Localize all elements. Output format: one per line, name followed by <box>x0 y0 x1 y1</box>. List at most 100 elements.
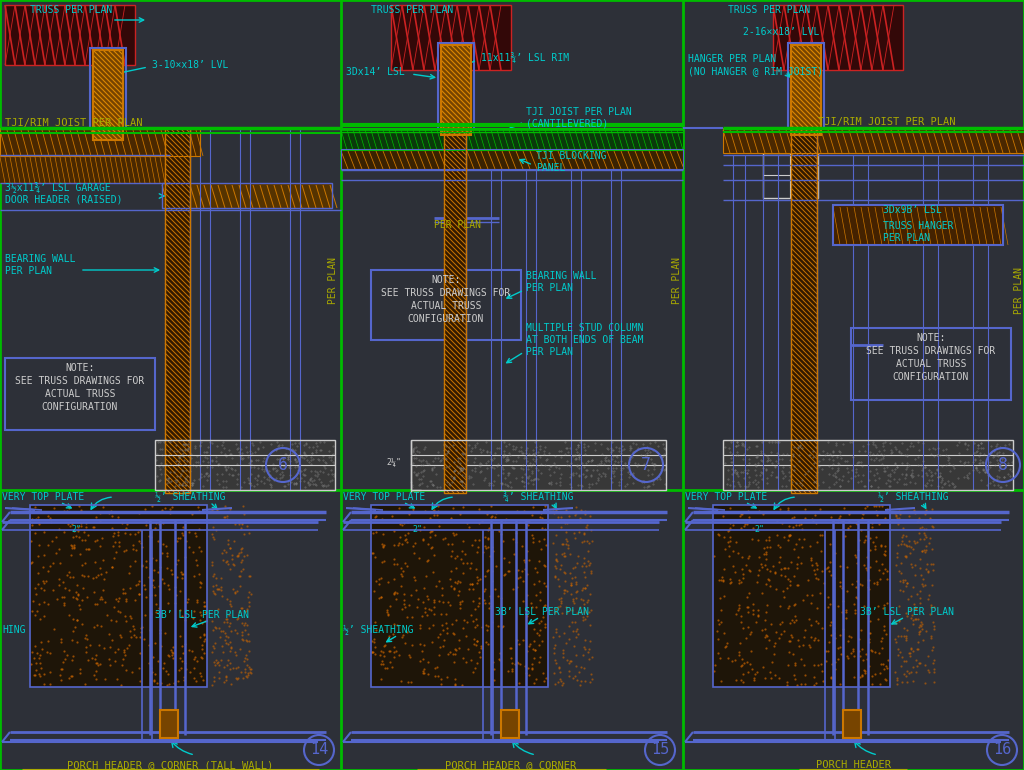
Bar <box>441 45 471 135</box>
Text: 2": 2" <box>71 525 81 534</box>
Bar <box>93 50 123 140</box>
Bar <box>5 358 155 430</box>
Bar <box>155 440 335 490</box>
Bar <box>843 710 861 738</box>
Text: ACTUAL TRUSS: ACTUAL TRUSS <box>896 359 967 369</box>
Bar <box>791 128 817 493</box>
Text: ½’ SHEATHING: ½’ SHEATHING <box>343 625 414 635</box>
Text: 3-10×x18’ LVL: 3-10×x18’ LVL <box>152 60 228 70</box>
Bar <box>773 5 903 70</box>
Text: PER PLAN: PER PLAN <box>328 256 338 303</box>
Text: SEE TRUSS DRAWINGS FOR: SEE TRUSS DRAWINGS FOR <box>15 376 144 386</box>
Bar <box>30 505 207 687</box>
Bar <box>341 128 683 150</box>
Bar <box>791 128 817 493</box>
Text: ACTUAL TRUSS: ACTUAL TRUSS <box>45 389 116 399</box>
Bar <box>155 440 335 490</box>
Bar <box>713 505 890 687</box>
Bar <box>0 128 200 156</box>
Bar <box>441 45 471 135</box>
Text: VERY TOP PLATE: VERY TOP PLATE <box>685 492 767 502</box>
Bar <box>501 710 519 738</box>
Text: SEE TRUSS DRAWINGS FOR: SEE TRUSS DRAWINGS FOR <box>866 346 995 356</box>
Bar <box>371 270 521 340</box>
Bar <box>162 183 332 208</box>
Bar <box>0 155 170 183</box>
Bar <box>5 5 135 65</box>
Bar <box>30 505 207 687</box>
Bar <box>723 128 1024 153</box>
Bar <box>165 128 190 493</box>
Text: 3B’ LSL PER PLAN: 3B’ LSL PER PLAN <box>155 610 249 620</box>
Bar <box>160 710 178 738</box>
Bar <box>411 440 666 490</box>
Text: TJI BLOCKING
PANEL: TJI BLOCKING PANEL <box>536 151 606 172</box>
Bar <box>341 128 683 150</box>
Text: 3B’ LSL PER PLAN: 3B’ LSL PER PLAN <box>860 607 954 617</box>
Text: MULTIPLE STUD COLUMN
AT BOTH ENDS OF BEAM
PER PLAN: MULTIPLE STUD COLUMN AT BOTH ENDS OF BEA… <box>526 323 643 357</box>
Text: PER PLAN: PER PLAN <box>434 220 481 230</box>
Text: NOTE:: NOTE: <box>431 275 461 285</box>
Text: TRUSS PER PLAN: TRUSS PER PLAN <box>371 5 454 15</box>
Text: BEARING WALL
PER PLAN: BEARING WALL PER PLAN <box>526 271 597 293</box>
Bar <box>763 153 818 198</box>
Text: 7: 7 <box>641 456 651 474</box>
Text: TRUSS PER PLAN: TRUSS PER PLAN <box>30 5 113 15</box>
Bar <box>438 43 474 138</box>
Text: 2¼": 2¼" <box>386 457 401 467</box>
Text: 14: 14 <box>310 742 328 758</box>
Bar <box>723 128 1024 153</box>
Text: HING: HING <box>2 625 26 635</box>
Bar <box>5 5 135 65</box>
Text: 3½x11¾’ LSL GARAGE
DOOR HEADER (RAISED): 3½x11¾’ LSL GARAGE DOOR HEADER (RAISED) <box>5 182 123 204</box>
Text: NOTE:: NOTE: <box>916 333 946 343</box>
Text: TJI JOIST PER PLAN
(CANTILEVERED): TJI JOIST PER PLAN (CANTILEVERED) <box>526 107 632 129</box>
Bar <box>391 5 511 70</box>
Text: CONFIGURATION: CONFIGURATION <box>893 372 969 382</box>
Bar <box>851 328 1011 400</box>
Text: 15: 15 <box>651 742 669 758</box>
Text: 3B’ LSL PER PLAN: 3B’ LSL PER PLAN <box>495 607 589 617</box>
Text: BEARING WALL
PER PLAN: BEARING WALL PER PLAN <box>5 254 76 276</box>
Bar <box>391 5 511 70</box>
Text: CONFIGURATION: CONFIGURATION <box>408 314 484 324</box>
Bar <box>791 45 821 135</box>
Bar <box>341 149 683 169</box>
Bar <box>444 128 466 493</box>
Text: 3Dx9B’ LSL: 3Dx9B’ LSL <box>883 205 942 215</box>
Text: ½’ SHEATHING: ½’ SHEATHING <box>878 492 948 502</box>
Text: ½’ SHEATHING: ½’ SHEATHING <box>155 492 225 502</box>
Text: PER PLAN: PER PLAN <box>672 256 682 303</box>
Text: 2-16×x18’ LVL: 2-16×x18’ LVL <box>743 27 819 37</box>
Text: HANGER PER PLAN
(NO HANGER @ RIM JOIST): HANGER PER PLAN (NO HANGER @ RIM JOIST) <box>688 54 823 75</box>
Bar <box>165 128 190 493</box>
Text: TRUSS PER PLAN: TRUSS PER PLAN <box>728 5 810 15</box>
Bar <box>833 205 1002 245</box>
Text: PORCH HEADER @ CORNER (TALL WALL): PORCH HEADER @ CORNER (TALL WALL) <box>67 760 273 770</box>
Text: CONFIGURATION: CONFIGURATION <box>42 402 118 412</box>
Text: VERY TOP PLATE: VERY TOP PLATE <box>2 492 84 502</box>
Text: 8: 8 <box>998 456 1008 474</box>
Text: TJI/RIM JOIST PER PLAN: TJI/RIM JOIST PER PLAN <box>5 118 142 128</box>
Bar <box>162 183 332 208</box>
Bar <box>833 205 1002 245</box>
Text: ¾’ SHEATHING: ¾’ SHEATHING <box>503 492 573 502</box>
Bar <box>723 440 1013 490</box>
Bar <box>773 5 903 70</box>
Text: VERY TOP PLATE: VERY TOP PLATE <box>343 492 425 502</box>
Bar <box>90 48 126 143</box>
Text: PORCH HEADER: PORCH HEADER <box>815 760 891 770</box>
Text: ACTUAL TRUSS: ACTUAL TRUSS <box>411 301 481 311</box>
Bar <box>93 50 123 140</box>
Bar <box>0 128 200 156</box>
Bar <box>341 149 683 169</box>
Bar <box>160 710 178 738</box>
Bar <box>843 710 861 738</box>
Text: 3Dx14’ LSL: 3Dx14’ LSL <box>346 67 404 77</box>
Text: 2": 2" <box>412 525 422 534</box>
Text: PORCH HEADER @ CORNER: PORCH HEADER @ CORNER <box>445 760 577 770</box>
Text: TRUSS HANGER
PER PLAN: TRUSS HANGER PER PLAN <box>883 221 953 243</box>
Bar <box>788 43 824 138</box>
Text: 16: 16 <box>993 742 1011 758</box>
Bar <box>371 505 548 687</box>
